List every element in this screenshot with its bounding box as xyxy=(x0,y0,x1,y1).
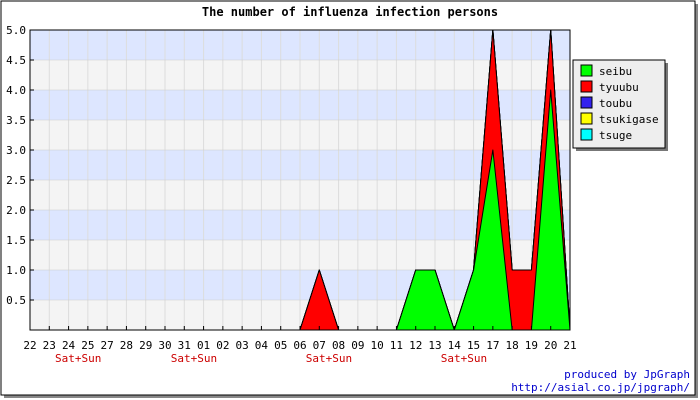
y-tick-label: 3.0 xyxy=(6,144,26,157)
x-tick-label: 12 xyxy=(409,339,422,352)
x-tick-label: 13 xyxy=(428,339,441,352)
legend-swatch-seibu xyxy=(580,64,593,77)
legend-label-tsukigase: tsukigase xyxy=(599,113,659,126)
legend-swatch-tsuge xyxy=(580,128,593,141)
legend-label-seibu: seibu xyxy=(599,65,632,78)
x-tick-label: 05 xyxy=(274,339,287,352)
x-tick-label: 06 xyxy=(293,339,306,352)
x-tick-label: 30 xyxy=(158,339,171,352)
x-tick-label: 09 xyxy=(351,339,364,352)
x-tick-label: 19 xyxy=(525,339,538,352)
x-tick-label: 15 xyxy=(467,339,480,352)
credit-link[interactable]: http://asial.co.jp/jpgraph/ xyxy=(511,381,690,394)
x-tick-label: 22 xyxy=(23,339,36,352)
y-tick-label: 3.5 xyxy=(6,114,26,127)
legend-label-toubu: toubu xyxy=(599,97,632,110)
legend-swatch-tyuubu xyxy=(580,80,593,93)
x-tick-label: 17 xyxy=(486,339,499,352)
x-tick-label: 25 xyxy=(81,339,94,352)
legend: seibu tyuubu toubu tsukigase tsuge xyxy=(572,59,668,151)
x-tick-label: 29 xyxy=(139,339,152,352)
weekend-annotation: Sat+Sun xyxy=(55,352,101,365)
y-tick-label: 4.0 xyxy=(6,84,26,97)
y-tick-label: 2.5 xyxy=(6,174,26,187)
x-tick-label: 03 xyxy=(236,339,249,352)
legend-swatch-toubu xyxy=(580,96,593,109)
x-tick-label: 31 xyxy=(178,339,191,352)
x-tick-label: 18 xyxy=(506,339,519,352)
legend-swatch-tsukigase xyxy=(580,112,593,125)
x-tick-label: 20 xyxy=(544,339,557,352)
x-tick-label: 24 xyxy=(62,339,76,352)
x-tick-label: 11 xyxy=(390,339,403,352)
x-tick-label: 07 xyxy=(313,339,326,352)
weekend-annotation: Sat+Sun xyxy=(171,352,217,365)
legend-label-tsuge: tsuge xyxy=(599,129,632,142)
x-tick-label: 27 xyxy=(101,339,114,352)
x-axis-ticks: 22 23 24 25 27 28 29 30 31 01 02 03 04 05 06 07 08 09 10 11… xyxy=(23,326,577,352)
x-tick-label: 23 xyxy=(43,339,56,352)
weekend-annotation: Sat+Sun xyxy=(441,352,487,365)
y-tick-label: 4.5 xyxy=(6,54,26,67)
y-axis-ticks: 0.5 1.0 1.5 2.0 2.5 3.0 3.5 4.0 4.5 5.0 xyxy=(6,24,34,307)
y-tick-label: 2.0 xyxy=(6,204,26,217)
y-tick-label: 1.0 xyxy=(6,264,26,277)
weekend-annotation: Sat+Sun xyxy=(306,352,352,365)
weekend-annotations: Sat+Sun Sat+Sun Sat+Sun Sat+Sun xyxy=(55,352,487,365)
credit-line-1: produced by JpGraph xyxy=(564,368,690,381)
x-tick-label: 01 xyxy=(197,339,210,352)
x-tick-label: 21 xyxy=(563,339,576,352)
x-tick-label: 08 xyxy=(332,339,345,352)
y-tick-label: 0.5 xyxy=(6,294,26,307)
y-tick-label: 5.0 xyxy=(6,24,26,37)
x-tick-label: 14 xyxy=(448,339,462,352)
legend-label-tyuubu: tyuubu xyxy=(599,81,639,94)
x-tick-label: 04 xyxy=(255,339,269,352)
chart-title: The number of influenza infection person… xyxy=(202,5,498,19)
x-tick-label: 10 xyxy=(371,339,384,352)
x-tick-label: 28 xyxy=(120,339,133,352)
y-tick-label: 1.5 xyxy=(6,234,26,247)
x-tick-label: 02 xyxy=(216,339,229,352)
